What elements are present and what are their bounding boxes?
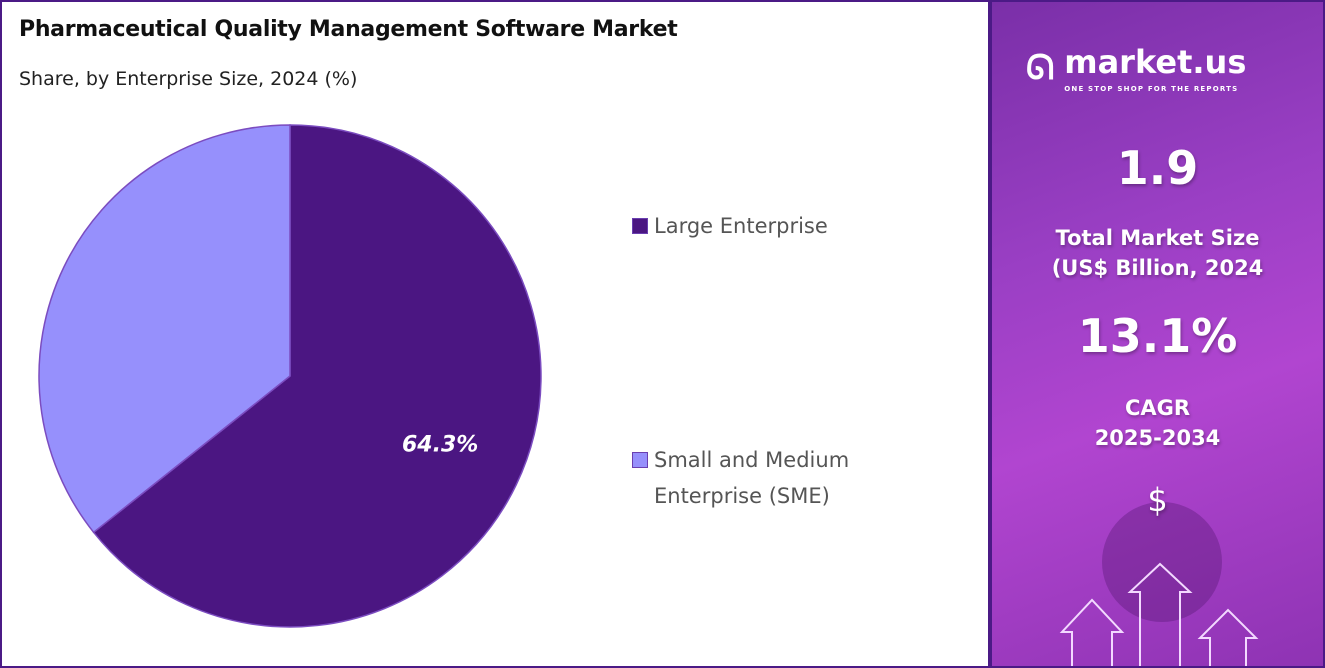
market-size-label-2: (US$ Billion, 2024 <box>1051 256 1264 280</box>
brand-name: market.us <box>1064 43 1247 81</box>
market-size-value: 1.9 <box>1116 141 1199 195</box>
cagr-label: CAGR <box>1124 396 1191 420</box>
legend-swatch <box>632 218 648 234</box>
legend-item-sme: Small and Medium Enterprise (SME) <box>632 442 902 514</box>
chart-subtitle: Share, by Enterprise Size, 2024 (%) <box>19 68 358 90</box>
market-us-logo: ᘏ market.us ONE STOP SHOP FOR THE REPORT… <box>1026 42 1246 94</box>
market-size-label-1: Total Market Size <box>1055 226 1260 250</box>
data-label: 64.3% <box>402 433 478 458</box>
legend-label: Large Enterprise <box>654 214 828 238</box>
chart-title: Pharmaceutical Quality Management Softwa… <box>19 17 678 42</box>
brand-tagline: ONE STOP SHOP FOR THE REPORTS <box>1064 85 1239 93</box>
cagr-value: 13.1% <box>1077 309 1238 363</box>
logo-mark-icon: ᘏ <box>1026 48 1055 88</box>
pie-slice-0 <box>92 124 542 628</box>
chart-panel: Pharmaceutical Quality Management Softwa… <box>0 0 990 668</box>
dollar-icon: $ <box>1147 481 1168 519</box>
summary-panel: ᘏ market.us ONE STOP SHOP FOR THE REPORT… <box>990 0 1325 668</box>
legend-swatch <box>632 452 648 468</box>
pie-slice-1 <box>38 124 291 534</box>
pie-chart: 64.3% <box>38 124 542 628</box>
cagr-period: 2025-2034 <box>1094 426 1221 450</box>
legend-item-large-enterprise: Large Enterprise <box>632 208 828 244</box>
growth-arrows-icon <box>1059 502 1259 666</box>
legend-label: Small and Medium Enterprise (SME) <box>654 448 850 508</box>
